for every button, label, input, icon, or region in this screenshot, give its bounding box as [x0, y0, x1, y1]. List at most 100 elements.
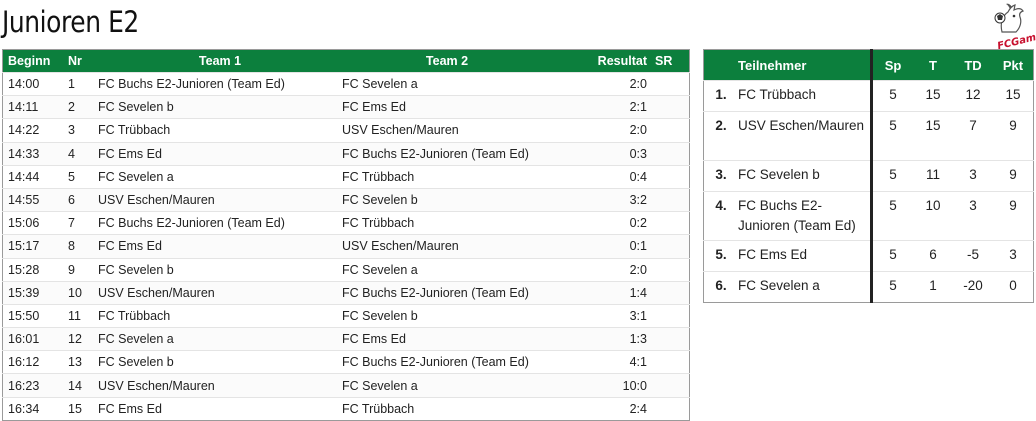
header-pkt: Pkt: [993, 49, 1034, 81]
cell-rank: 5.: [703, 240, 738, 272]
page-title: Junioren E2: [2, 5, 139, 39]
table-row: 16:12 13 FC Sevelen b FC Buchs E2-Junioren …: [2, 350, 690, 374]
cell-team1: FC Ems Ed: [98, 141, 342, 166]
cell-team2: FC Sevelen a: [342, 373, 552, 398]
standings-table: Teilnehmer Sp T TD Pkt 1. FC Trübbach 5 15 1…: [703, 49, 1034, 303]
cell-result: 4:1: [552, 350, 655, 374]
cell-td: -20: [953, 271, 993, 303]
cell-t: 10: [913, 191, 953, 241]
cell-t: 11: [913, 160, 953, 192]
cell-pkt: 3: [993, 240, 1034, 272]
cell-time: 14:55: [2, 187, 68, 212]
cell-team2: FC Sevelen b: [342, 303, 552, 328]
header-beginn: Beginn: [2, 49, 68, 73]
cell-result: 10:0: [552, 373, 655, 398]
table-row: 14:11 2 FC Sevelen b FC Ems Ed 2:1: [2, 95, 690, 119]
cell-sr: [655, 141, 690, 166]
table-row: 14:55 6 USV Eschen/Mauren FC Sevelen b 3:2: [2, 187, 690, 212]
cell-team2: FC Sevelen b: [342, 187, 552, 212]
cell-sp: 5: [870, 111, 913, 161]
cell-sr: [655, 211, 690, 235]
cell-td: 3: [953, 160, 993, 192]
cell-sr: [655, 71, 690, 96]
schedule-table: Beginn Nr Team 1 Team 2 Resultat SR 14:0…: [2, 49, 690, 421]
cell-time: 14:44: [2, 164, 68, 189]
cell-team1: FC Trübbach: [98, 118, 342, 143]
cell-td: 3: [953, 191, 993, 241]
standings-row: 5. FC Ems Ed 5 6 -5 3: [703, 240, 1034, 272]
cell-team1: FC Ems Ed: [98, 396, 342, 421]
cell-sr: [655, 280, 690, 305]
cell-time: 14:22: [2, 118, 68, 143]
cell-sr: [655, 118, 690, 143]
header-team2: Team 2: [342, 49, 552, 73]
cell-sr: [655, 164, 690, 189]
cell-nr: 15: [68, 396, 98, 421]
cell-time: 15:17: [2, 234, 68, 258]
standings-row: 6. FC Sevelen a 5 1 -20 0: [703, 271, 1034, 303]
cell-team1: USV Eschen/Mauren: [98, 280, 342, 305]
cell-sr: [655, 350, 690, 374]
cell-team2: USV Eschen/Mauren: [342, 118, 552, 143]
cell-sr: [655, 257, 690, 282]
cell-sr: [655, 234, 690, 258]
table-row: 15:39 10 USV Eschen/Mauren FC Buchs E2-Juni…: [2, 280, 690, 305]
cell-nr: 2: [68, 95, 98, 119]
cell-time: 16:34: [2, 396, 68, 421]
cell-sp: 5: [870, 271, 913, 303]
header-nr: Nr: [68, 49, 98, 73]
cell-result: 0:1: [552, 234, 655, 258]
cell-team1: FC Buchs E2-Junioren (Team Ed): [98, 71, 342, 96]
standings-row: 3. FC Sevelen b 5 11 3 9: [703, 160, 1034, 192]
cell-time: 16:23: [2, 373, 68, 398]
cell-time: 14:00: [2, 71, 68, 96]
cell-sp: 5: [870, 80, 913, 112]
header-resultat: Resultat: [552, 49, 655, 73]
cell-t: 15: [913, 111, 953, 161]
cell-t: 15: [913, 80, 953, 112]
cell-rank: 2.: [703, 111, 738, 161]
cell-nr: 7: [68, 211, 98, 235]
header-rank: [703, 49, 738, 81]
cell-result: 2:4: [552, 396, 655, 421]
cell-sp: 5: [870, 160, 913, 192]
cell-nr: 14: [68, 373, 98, 398]
cell-result: 1:4: [552, 280, 655, 305]
cell-t: 1: [913, 271, 953, 303]
cell-team2: FC Ems Ed: [342, 327, 552, 351]
cell-time: 15:50: [2, 303, 68, 328]
cell-team2: FC Sevelen a: [342, 257, 552, 282]
cell-team1: FC Sevelen a: [98, 327, 342, 351]
table-row: 15:06 7 FC Buchs E2-Junioren (Team Ed) FC T…: [2, 211, 690, 235]
cell-team1: USV Eschen/Mauren: [98, 373, 342, 398]
cell-team1: FC Sevelen b: [98, 257, 342, 282]
cell-result: 2:0: [552, 257, 655, 282]
cell-result: 2:0: [552, 71, 655, 96]
cell-team2: FC Trübbach: [342, 396, 552, 421]
cell-result: 1:3: [552, 327, 655, 351]
cell-rank: 1.: [703, 80, 738, 112]
cell-nr: 12: [68, 327, 98, 351]
cell-time: 15:06: [2, 211, 68, 235]
cell-team2: FC Buchs E2-Junioren (Team Ed): [342, 280, 552, 305]
cell-team1: USV Eschen/Mauren: [98, 187, 342, 212]
cell-team1: FC Sevelen b: [98, 95, 342, 119]
cell-pkt: 9: [993, 111, 1034, 161]
header-teilnehmer: Teilnehmer: [738, 49, 872, 81]
cell-team: FC Sevelen a: [738, 271, 872, 303]
header-t: T: [913, 49, 953, 81]
cell-team: FC Trübbach: [738, 80, 872, 112]
table-row: 14:00 1 FC Buchs E2-Junioren (Team Ed) FC S…: [2, 71, 690, 96]
cell-nr: 6: [68, 187, 98, 212]
cell-td: 12: [953, 80, 993, 112]
standings-row: 4. FC Buchs E2-Junioren (Team Ed) 5 10 3 9: [703, 191, 1034, 241]
cell-result: 3:1: [552, 303, 655, 328]
cell-result: 0:4: [552, 164, 655, 189]
header-sp: Sp: [870, 49, 913, 81]
cell-nr: 1: [68, 71, 98, 96]
cell-rank: 3.: [703, 160, 738, 192]
header-team1: Team 1: [98, 49, 342, 73]
standings-row: 2. USV Eschen/Mauren 5 15 7 9: [703, 111, 1034, 161]
cell-team: FC Buchs E2-Junioren (Team Ed): [738, 191, 872, 241]
table-row: 16:01 12 FC Sevelen a FC Ems Ed 1:3: [2, 327, 690, 351]
